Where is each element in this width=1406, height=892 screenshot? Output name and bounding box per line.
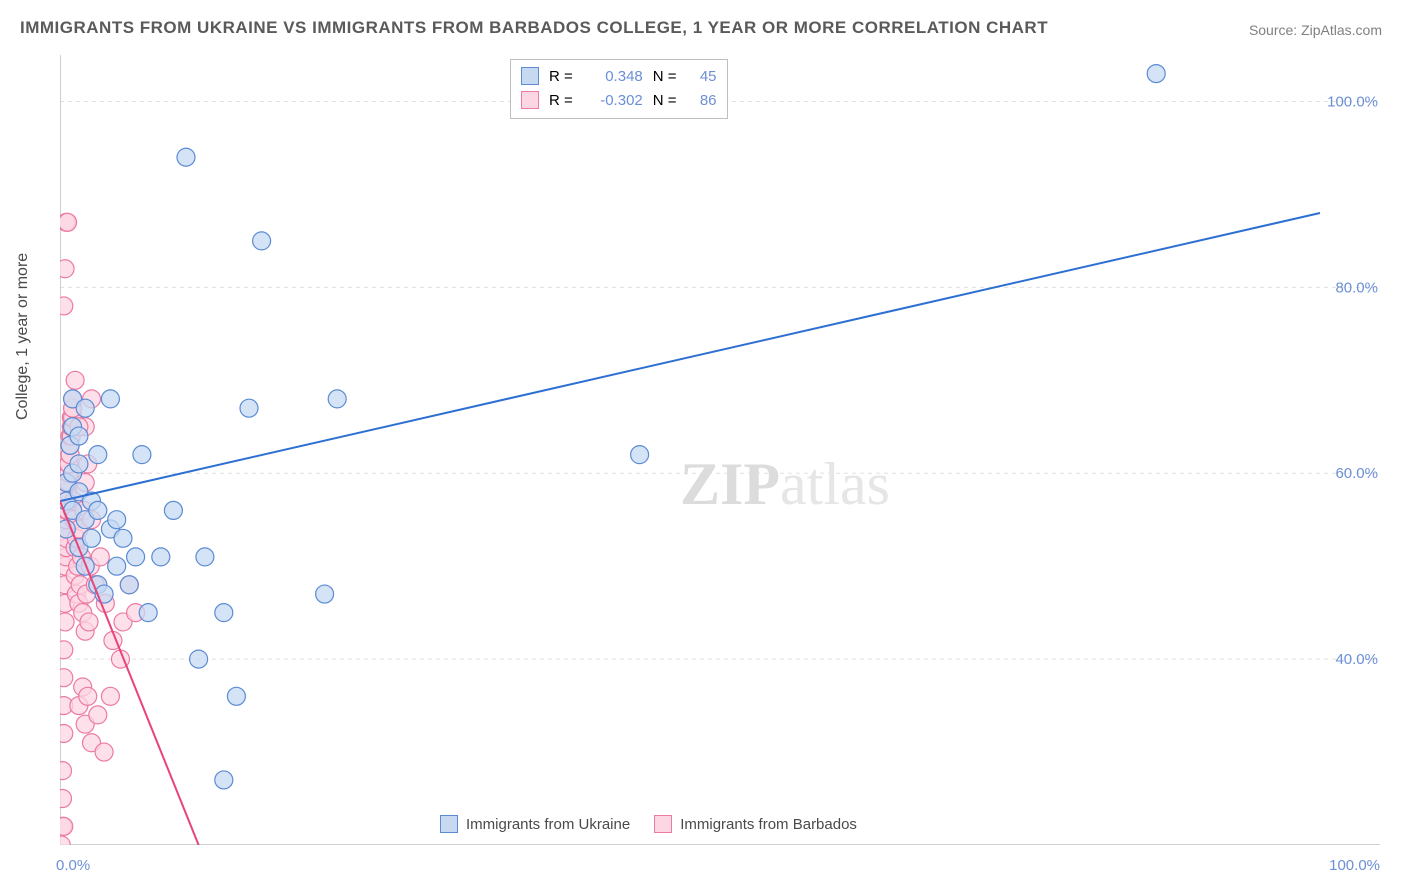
legend-bottom-ukraine: Immigrants from Ukraine [440, 815, 630, 833]
axis-tick-label: 0.0% [56, 857, 90, 874]
r-value-a: 0.348 [583, 68, 643, 85]
swatch-barbados-bottom [654, 815, 672, 833]
swatch-barbados [521, 91, 539, 109]
legend-stats-box: R = 0.348 N = 45 R = -0.302 N = 86 [510, 59, 728, 119]
swatch-ukraine-bottom [440, 815, 458, 833]
svg-text:60.0%: 60.0% [1335, 465, 1378, 482]
scatter-plot-svg: 40.0% 60.0% 80.0% 100.0% [60, 55, 1380, 845]
n-label-a: N = [653, 68, 677, 85]
legend-bottom-barbados: Immigrants from Barbados [654, 815, 857, 833]
chart-area: 40.0%60.0%80.0%100.0% ZIPatlas R = 0.348… [60, 55, 1380, 845]
legend-bottom: Immigrants from Ukraine Immigrants from … [440, 815, 1040, 833]
svg-text:40.0%: 40.0% [1335, 651, 1378, 668]
n-value-a: 45 [687, 68, 717, 85]
svg-text:80.0%: 80.0% [1335, 279, 1378, 296]
r-value-b: -0.302 [583, 92, 643, 109]
n-label-b: N = [653, 92, 677, 109]
r-label-b: R = [549, 92, 573, 109]
legend-row-barbados: R = -0.302 N = 86 [521, 88, 717, 112]
y-axis-label: College, 1 year or more [14, 253, 32, 420]
legend-label-ukraine: Immigrants from Ukraine [466, 816, 630, 833]
svg-text:100.0%: 100.0% [1327, 93, 1378, 110]
axis-tick-label: 100.0% [1329, 857, 1380, 874]
chart-title: IMMIGRANTS FROM UKRAINE VS IMMIGRANTS FR… [20, 18, 1048, 38]
r-label-a: R = [549, 68, 573, 85]
swatch-ukraine [521, 67, 539, 85]
legend-row-ukraine: R = 0.348 N = 45 [521, 64, 717, 88]
n-value-b: 86 [687, 92, 717, 109]
legend-label-barbados: Immigrants from Barbados [680, 816, 857, 833]
source-attribution: Source: ZipAtlas.com [1249, 22, 1382, 38]
